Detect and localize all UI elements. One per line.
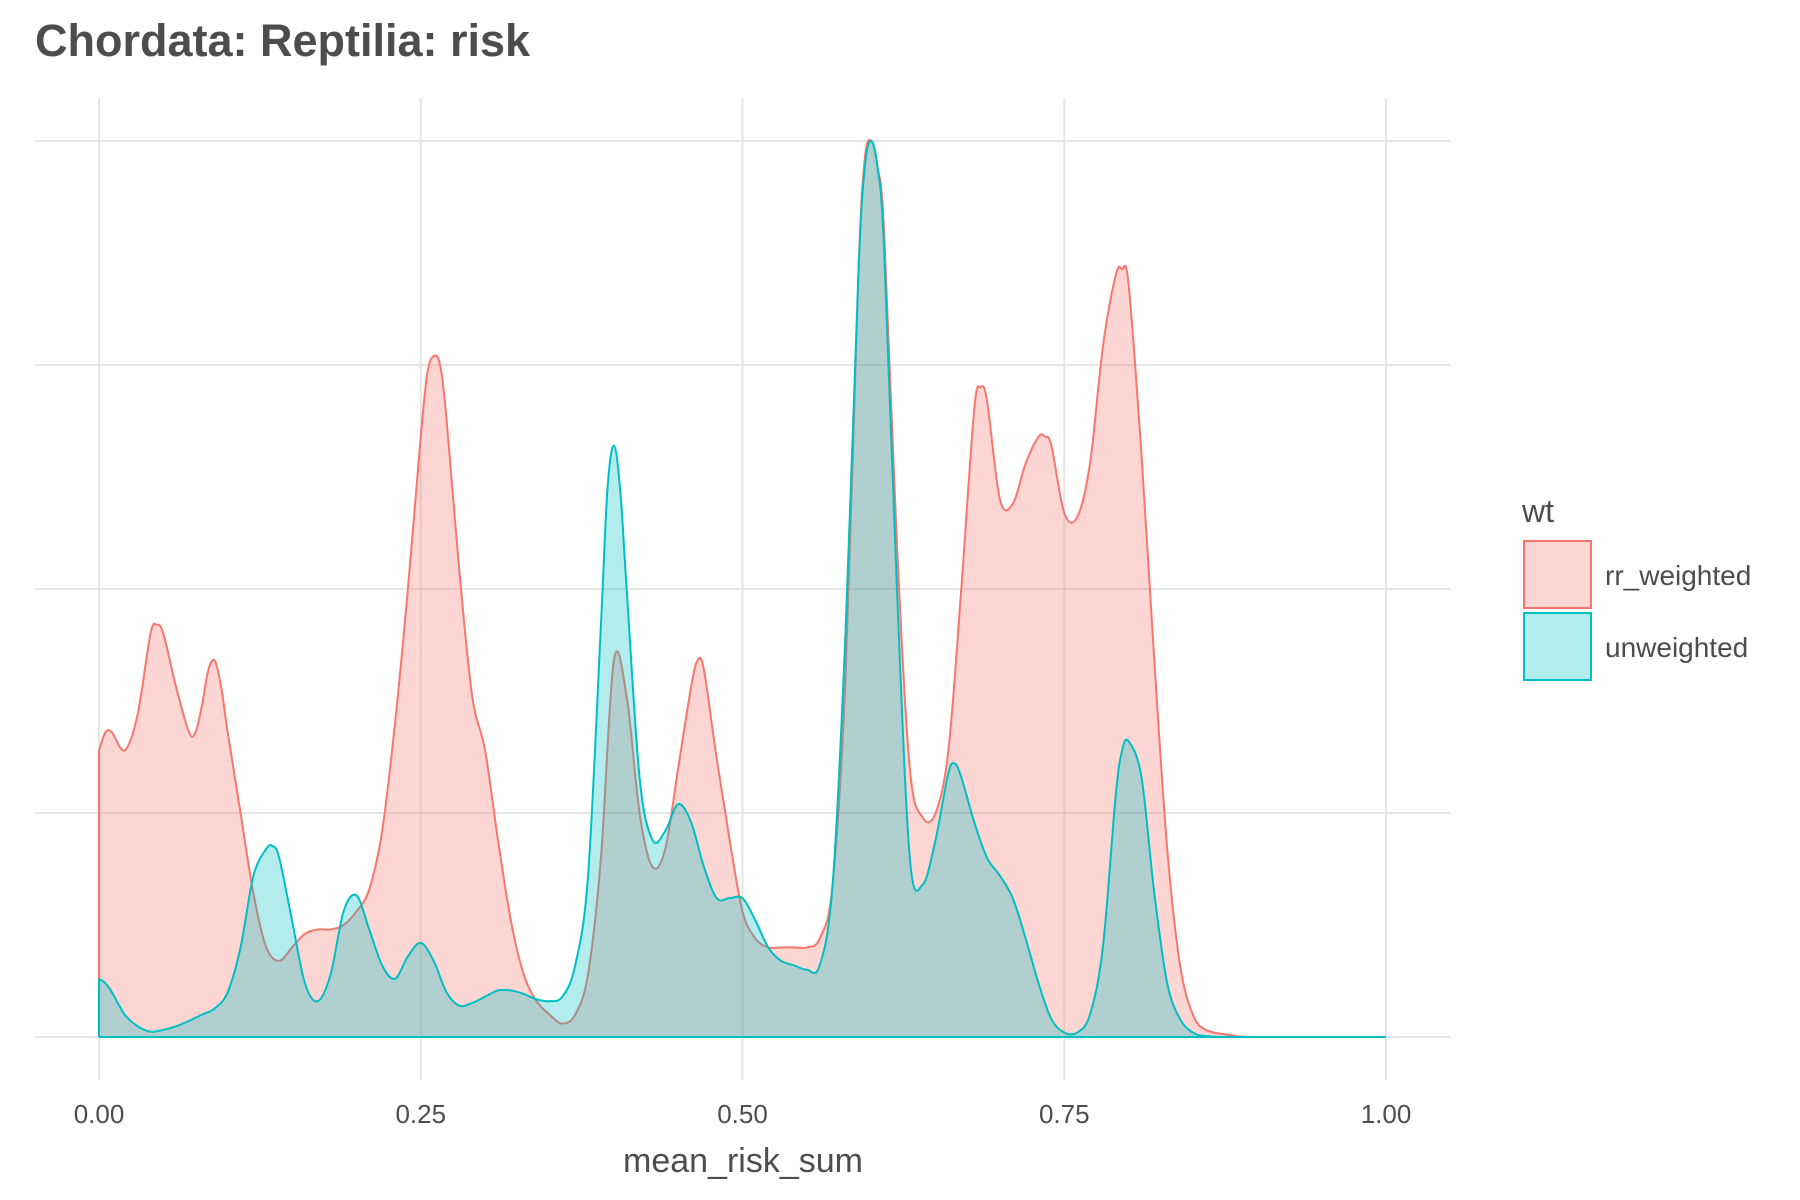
chart-title: Chordata: Reptilia: risk [35,15,531,66]
legend-label-rr-weighted: rr_weighted [1605,560,1751,591]
legend-swatch-unweighted [1523,612,1592,681]
density-area-rr-weighted [99,139,1386,1037]
legend-items: rr_weighted unweighted [1523,540,1751,681]
x-axis-ticks: 0.00 0.25 0.50 0.75 1.00 [74,1099,1412,1129]
x-tick-label: 0.50 [717,1099,768,1129]
legend-title: wt [1521,493,1554,529]
legend: wt rr_weighted unweighted [1521,493,1751,681]
legend-label-unweighted: unweighted [1605,632,1748,663]
legend-key-bg-unweighted [1523,612,1592,681]
legend-swatch-rr-weighted [1523,540,1592,609]
x-tick-label: 0.00 [74,1099,125,1129]
legend-key-bg-rr-weighted [1523,540,1592,609]
x-tick-label: 0.75 [1039,1099,1090,1129]
x-tick-label: 0.25 [395,1099,446,1129]
x-axis-title: mean_risk_sum [623,1142,863,1180]
density-line-unweighted [98,139,1386,1039]
x-tick-label: 1.00 [1361,1099,1412,1129]
density-line-rr-weighted [98,139,1386,1039]
series-layer [98,139,1386,1039]
